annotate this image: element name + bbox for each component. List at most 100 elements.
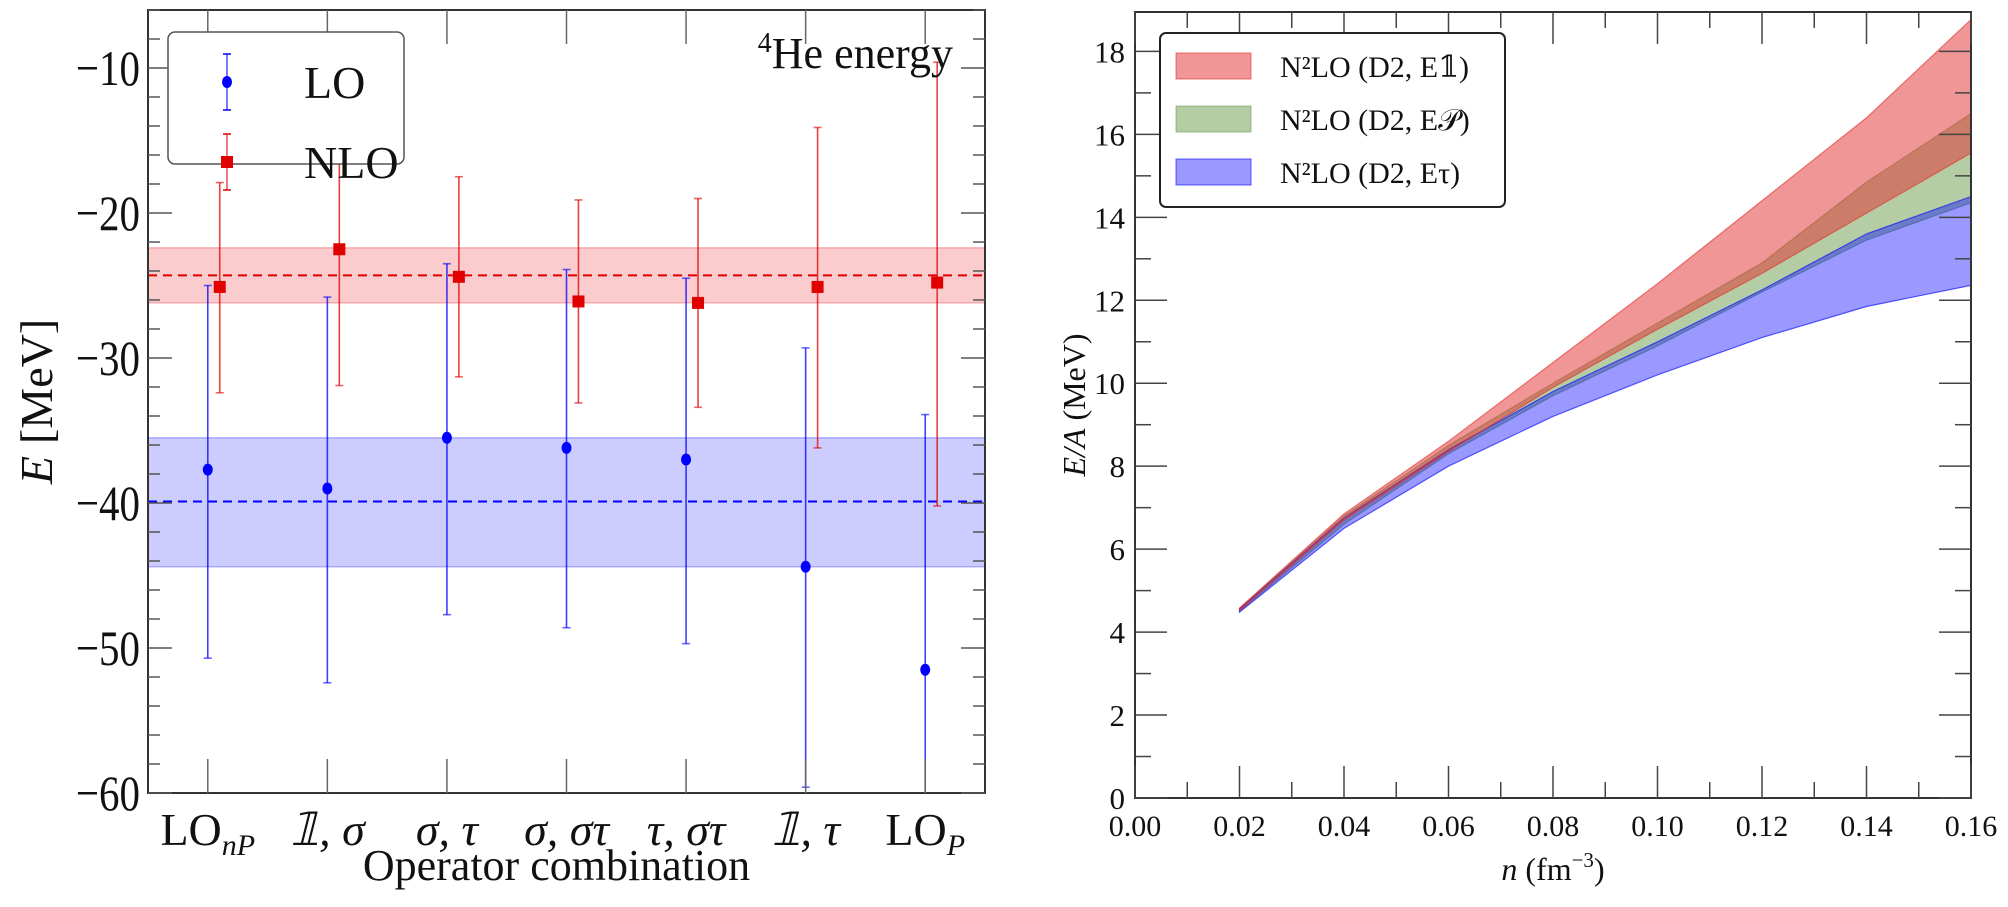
y-tick-label: −30 — [76, 330, 140, 386]
y-axis-label: E/A (MeV) — [1056, 333, 1092, 477]
legend: LO NLO — [167, 31, 405, 191]
y-tick-label: 0 — [1110, 781, 1126, 816]
marker-square — [572, 295, 585, 308]
legend-entry-3: N²LO (D2, Eτ) — [1175, 157, 1460, 190]
marker-square — [811, 280, 824, 293]
y-tick-label: 18 — [1094, 34, 1125, 69]
x-axis-label-unit: (fm — [1525, 851, 1571, 887]
data-point-lo — [681, 277, 692, 645]
y-tick-label: 14 — [1094, 200, 1126, 235]
y-tick-label: −60 — [76, 765, 140, 821]
marker-square — [692, 296, 705, 309]
x-tick-label: LOnP — [160, 804, 255, 862]
data-point-lo — [202, 284, 213, 659]
marker-circle — [441, 431, 452, 444]
x-axis-label-superscript: −3 — [1572, 848, 1594, 872]
marker-circle — [322, 482, 333, 495]
chart-title-superscript: 4 — [758, 28, 772, 59]
marker-circle — [800, 560, 811, 573]
x-tick-label-base: LO — [885, 804, 946, 855]
marker-circle — [561, 441, 572, 454]
legend-label: NLO — [304, 137, 399, 188]
x-tick-label-base: σ, τ — [416, 804, 480, 855]
data-point-nlo — [931, 61, 944, 507]
x-tick-label: 0.04 — [1318, 810, 1371, 843]
y-tick-label: 10 — [1094, 366, 1125, 401]
data-point-lo — [322, 296, 333, 684]
legend-swatch — [1175, 158, 1252, 186]
x-tick-label: 0.08 — [1527, 810, 1580, 843]
y-tick-label: −40 — [76, 475, 140, 531]
x-tick-label-subscript: nP — [222, 829, 255, 862]
legend-entry-2: N²LO (D2, E𝒫) — [1175, 104, 1470, 137]
legend-label: N²LO (D2, E𝟙) — [1280, 51, 1469, 84]
x-tick-label-base: σ, στ — [524, 804, 610, 855]
x-tick-label: 0.00 — [1109, 810, 1162, 843]
legend-label: LO — [304, 57, 365, 108]
y-axis-label-var: E — [11, 456, 62, 485]
y-tick-label: 8 — [1110, 449, 1126, 484]
x-tick-label: 0.14 — [1840, 810, 1893, 843]
chart-title: 4He energy — [758, 28, 953, 78]
legend-swatch — [1175, 105, 1252, 133]
marker-square — [333, 243, 346, 256]
x-tick-label: 0.02 — [1213, 810, 1266, 843]
legend-entry-lo: LO — [222, 53, 365, 111]
y-tick-label: 12 — [1094, 283, 1125, 318]
x-tick-label: σ, στ — [524, 804, 610, 855]
x-axis-label-close: ) — [1594, 851, 1605, 887]
legend-label: N²LO (D2, E𝒫) — [1280, 104, 1470, 137]
x-axis-label-var: n — [1501, 851, 1517, 887]
band-series-3 — [1238, 195, 1972, 614]
data-point-lo — [441, 262, 452, 616]
y-axis-label-var: E/A — [1056, 428, 1092, 477]
y-tick-label: 2 — [1110, 698, 1126, 733]
x-tick-label: 0.10 — [1631, 810, 1684, 843]
y-axis-label-unit: (MeV) — [1056, 333, 1092, 420]
y-tick-label: −10 — [76, 40, 140, 96]
legend-marker-square — [221, 156, 233, 168]
legend-swatch — [1175, 52, 1252, 80]
plot-area — [148, 61, 985, 793]
legend-label: N²LO (D2, Eτ) — [1280, 157, 1460, 190]
chart-title-text: He energy — [772, 29, 953, 78]
x-tick-label: 𝟙, σ — [290, 804, 367, 855]
marker-square — [452, 270, 465, 283]
x-tick-label-base: τ, στ — [647, 804, 727, 855]
x-tick-label-base: 𝟙, σ — [290, 804, 367, 855]
data-point-lo — [800, 347, 811, 789]
y-tick-label: 6 — [1110, 532, 1126, 567]
y-axis-label: E [MeV] — [11, 319, 62, 485]
legend-marker-circle — [222, 76, 232, 88]
x-tick-label: σ, τ — [416, 804, 480, 855]
x-tick-label: τ, στ — [647, 804, 727, 855]
data-point-lo — [920, 413, 931, 793]
x-tick-label: 0.16 — [1945, 810, 1998, 843]
marker-circle — [920, 663, 931, 676]
legend-entry-nlo: NLO — [221, 133, 399, 191]
marker-circle — [681, 453, 692, 466]
x-axis-label: n (fm−3) — [1501, 848, 1604, 887]
y-tick-label: 16 — [1094, 117, 1125, 152]
legend-entry-1: N²LO (D2, E𝟙) — [1175, 51, 1469, 84]
x-tick-label-base: 𝟙, τ — [771, 804, 841, 855]
data-point-nlo — [811, 126, 824, 449]
y-axis-label-unit: [MeV] — [11, 319, 62, 444]
y-tick-label: 4 — [1110, 615, 1126, 650]
data-point-nlo — [692, 197, 705, 409]
marker-circle — [202, 463, 213, 476]
data-point-nlo — [572, 199, 585, 404]
x-tick-label-subscript: P — [946, 829, 965, 862]
x-tick-label: 0.12 — [1736, 810, 1789, 843]
energy-per-particle-chart: 0 2 4 6 8 10 12 14 16 18 0.00 0.02 0.04 0.06 0.08 0.10 0… — [1056, 11, 1998, 887]
y-tick-label: −20 — [76, 185, 140, 241]
marker-square — [213, 280, 226, 293]
x-tick-label: 𝟙, τ — [771, 804, 841, 855]
legend: N²LO (D2, E𝟙) N²LO (D2, E𝒫) N²LO (D2, Eτ) — [1159, 32, 1506, 208]
data-point-nlo — [213, 181, 226, 394]
data-point-nlo — [452, 175, 465, 378]
x-tick-label: 0.06 — [1422, 810, 1475, 843]
x-tick-label: LOP — [885, 804, 965, 862]
